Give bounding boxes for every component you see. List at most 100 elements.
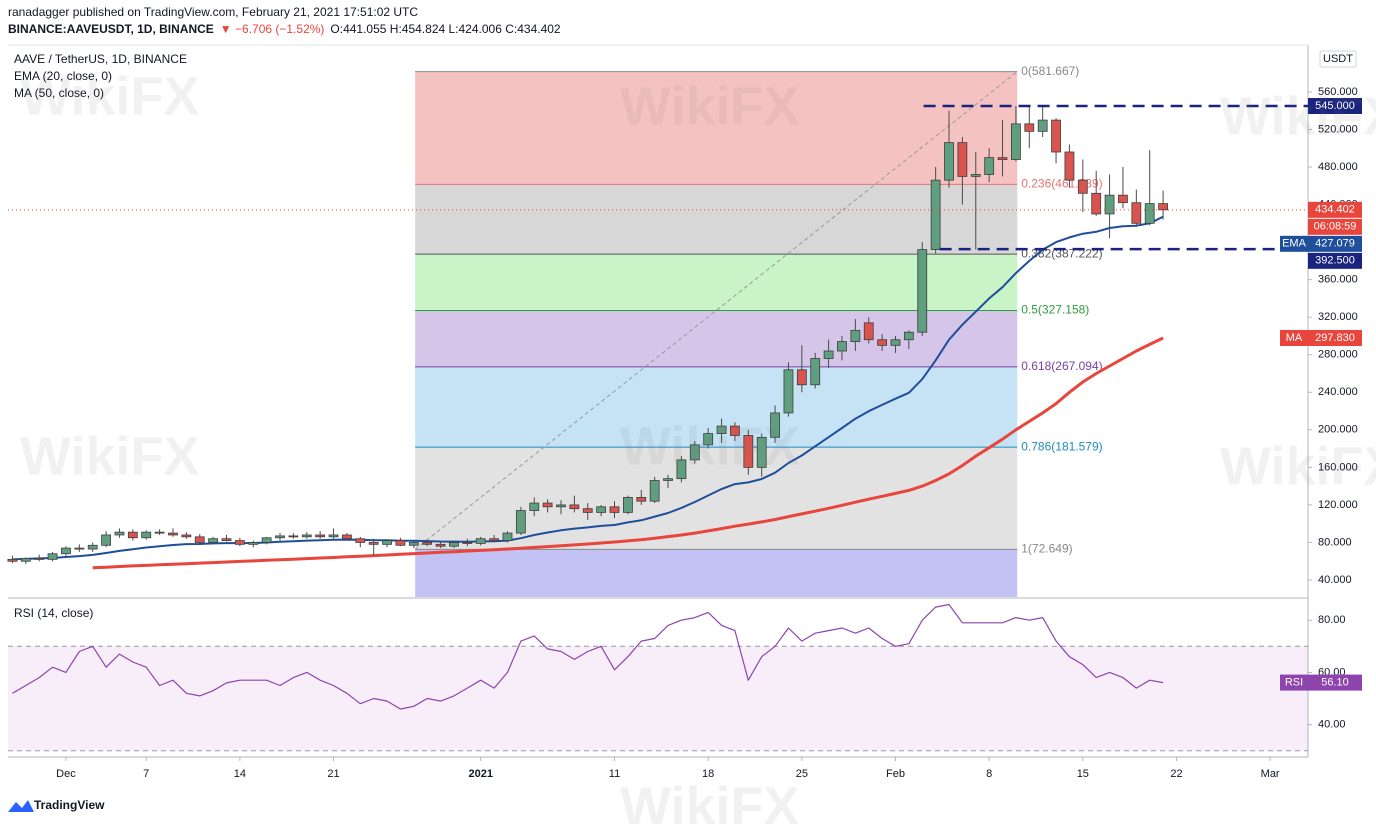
candle-body: [997, 157, 1008, 160]
candle-body: [127, 531, 138, 539]
fib-zone: [415, 184, 1018, 255]
legend-entry: RSI (14, close): [14, 606, 93, 620]
chart-title: AAVE / TetherUS, 1D, BINANCE: [14, 52, 187, 66]
candle-body: [181, 534, 192, 538]
candle-body: [20, 558, 31, 562]
fib-label: 1(72.649): [1021, 542, 1072, 556]
candle-body: [703, 433, 714, 446]
candle-body: [863, 322, 874, 341]
candle-body: [261, 537, 272, 543]
fib-zone: [415, 310, 1018, 367]
candle-body: [1131, 202, 1142, 224]
symbol: BINANCE:AAVEUSDT, 1D, BINANCE: [8, 22, 214, 36]
publisher: ranadagger published on TradingView.com,…: [8, 5, 418, 19]
fib-zone: [415, 71, 1018, 185]
fib-zone: [415, 254, 1018, 311]
legend-entry: MA (50, close, 0): [14, 86, 104, 100]
price-tag: [1308, 218, 1362, 235]
x-tick-label: 11: [609, 768, 620, 780]
candle-body: [408, 542, 419, 546]
candle-body: [1077, 179, 1088, 194]
watermark: WikiFX: [20, 66, 200, 126]
tag-name-box: [1280, 674, 1308, 691]
candle-body: [502, 532, 513, 541]
x-tick-label: 7: [143, 768, 149, 780]
y-tick-label: 80.00: [1318, 614, 1346, 626]
candle-body: [1104, 194, 1115, 215]
candle-body: [582, 508, 593, 513]
legend-entry: EMA (20, close, 0): [14, 69, 112, 83]
x-tick-label: 8: [986, 768, 992, 780]
price-tag-label: 297.830: [1315, 332, 1355, 344]
price-tag: [1308, 235, 1362, 252]
plot: 0(581.667)0.236(461.539)0.382(387.222)0.…: [7, 44, 1362, 780]
candle-body: [449, 542, 459, 547]
candle-body: [823, 350, 834, 359]
rsi-line: [12, 603, 1164, 710]
candle-body: [515, 510, 526, 534]
candle-body: [970, 174, 981, 177]
candle-body: [756, 436, 767, 468]
tag-name: EMA: [1282, 238, 1307, 250]
candle-body: [837, 341, 847, 352]
candle-body: [74, 547, 85, 550]
fib-trend: [414, 71, 1018, 550]
price-tag: [1308, 252, 1362, 269]
candle-body: [622, 497, 633, 513]
price-tag: [1308, 330, 1362, 347]
candle-body: [208, 538, 219, 543]
y-tick-label: 240.000: [1318, 386, 1358, 398]
x-tick-label: 18: [702, 768, 714, 780]
x-tick-label: 14: [234, 768, 246, 780]
candle-body: [328, 534, 339, 538]
y-tick-label: 320.000: [1318, 311, 1358, 323]
candle-body: [984, 157, 995, 175]
candle-body: [47, 553, 58, 560]
watermark: WikiFX: [1220, 86, 1376, 146]
y-tick-label: 480.000: [1318, 161, 1358, 173]
y-tick-label: 280.000: [1318, 349, 1358, 361]
candle-body: [676, 459, 687, 480]
price-tag-label: 06:08:59: [1314, 221, 1357, 233]
change: ▼ −6.706 (−1.52%): [220, 22, 325, 36]
candle-body: [422, 542, 433, 545]
price-tag: [1308, 201, 1362, 218]
candle-body: [194, 536, 205, 543]
ohlc: O:441.055 H:454.824 L:424.006 C:434.402: [330, 22, 561, 36]
candle-body: [663, 478, 673, 481]
candle-body: [355, 538, 366, 543]
currency: USDT: [1323, 53, 1353, 65]
fib-zone: [415, 447, 1018, 550]
candle-body: [569, 504, 580, 510]
price-tag-label: 434.402: [1315, 204, 1355, 216]
candle-body: [783, 369, 794, 414]
candle-body: [221, 538, 232, 541]
brand: TradingView: [34, 798, 105, 812]
y-tick-label: 40.000: [1318, 574, 1352, 586]
candle-body: [944, 142, 954, 181]
y-tick-label: 200.000: [1318, 424, 1358, 436]
price-tag-label: 392.500: [1315, 255, 1355, 267]
candle-body: [101, 534, 111, 546]
y-tick-label: 560.000: [1318, 86, 1358, 98]
price-tag-label: 545.000: [1315, 100, 1355, 112]
candle-body: [743, 435, 754, 468]
tag-name: RSI: [1285, 676, 1303, 688]
candle-body: [368, 542, 379, 545]
x-tick-label: Feb: [886, 768, 905, 780]
candle-body: [1158, 203, 1168, 211]
rsi-band: [8, 646, 1308, 751]
x-tick-label: 21: [327, 768, 339, 780]
candle-body: [810, 358, 821, 386]
price-tag-label: 56.10: [1321, 676, 1349, 688]
candle-body: [930, 179, 941, 251]
candle-body: [542, 502, 553, 508]
candle-body: [890, 339, 901, 346]
candle-body: [1051, 119, 1061, 153]
candle-body: [689, 444, 700, 461]
candle-body: [1037, 119, 1048, 132]
candle-body: [716, 425, 727, 434]
candle-body: [114, 531, 125, 536]
